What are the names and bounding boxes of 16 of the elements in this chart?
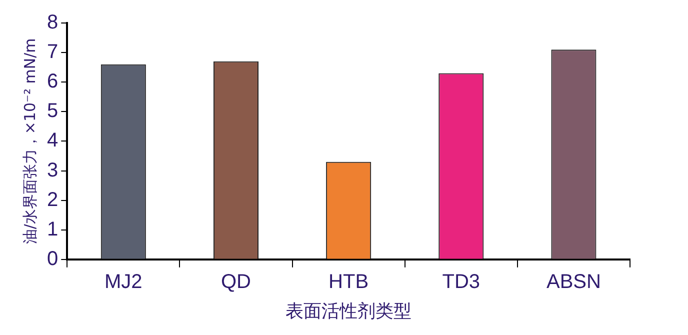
x-tick-label: ABSN: [546, 270, 601, 293]
y-tick-label: 4: [47, 130, 58, 152]
y-tick-label: 8: [47, 12, 58, 34]
x-tick-label: MJ2: [104, 270, 142, 293]
x-axis-title: 表面活性剂类型: [286, 300, 412, 322]
y-axis-title: 油/水界面张力，×10⁻² mN/m: [20, 38, 39, 244]
x-tick-label: QD: [220, 270, 251, 293]
y-tick-label: 5: [47, 100, 58, 122]
y-tick-label: 2: [47, 188, 58, 211]
x-tick-label: HTB: [328, 270, 369, 293]
x-tick-label: TD3: [442, 270, 480, 293]
y-tick-label: 7: [47, 41, 58, 64]
y-tick-label: 0: [47, 248, 58, 270]
y-tick-label: 6: [47, 70, 58, 93]
y-tick-label: 1: [47, 218, 58, 240]
y-tick-label: 3: [47, 159, 58, 182]
